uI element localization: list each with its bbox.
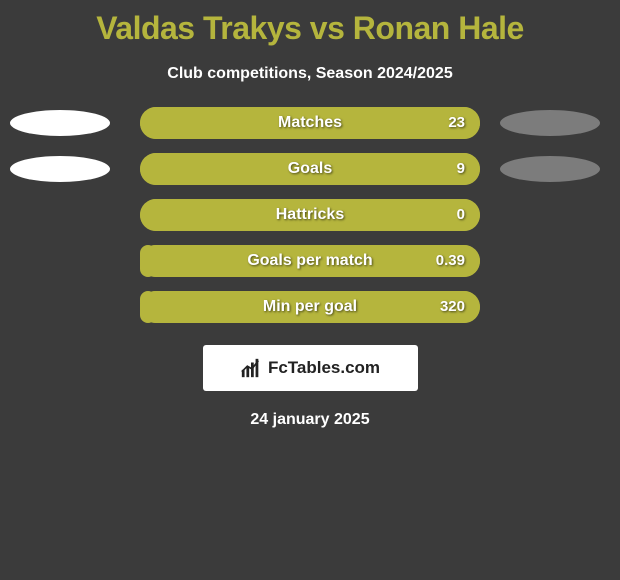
subtitle: Club competitions, Season 2024/2025	[0, 65, 620, 83]
stat-value-right: 23	[448, 107, 465, 139]
logo-text: FcTables.com	[268, 358, 380, 378]
stat-row: Min per goal320	[0, 291, 620, 323]
stat-label: Hattricks	[0, 199, 620, 231]
stat-row: Goals9	[0, 153, 620, 185]
player-left-oval	[10, 156, 110, 182]
stat-value-right: 320	[440, 291, 465, 323]
stat-rows: Matches23 Goals9 Hattricks0 Goals per match…	[0, 107, 620, 323]
stat-row: Goals per match0.39	[0, 245, 620, 277]
stat-label: Min per goal	[0, 291, 620, 323]
player-left-oval	[10, 110, 110, 136]
date-line: 24 january 2025	[0, 411, 620, 429]
page-title: Valdas Trakys vs Ronan Hale	[0, 0, 620, 47]
stat-row: Matches23	[0, 107, 620, 139]
player-right-oval	[500, 110, 600, 136]
player-right-oval	[500, 156, 600, 182]
stat-value-right: 9	[457, 153, 465, 185]
stat-row: Hattricks0	[0, 199, 620, 231]
stat-value-right: 0	[457, 199, 465, 231]
stat-label: Goals per match	[0, 245, 620, 277]
logo-box[interactable]: FcTables.com	[203, 345, 418, 391]
stat-value-right: 0.39	[436, 245, 465, 277]
chart-icon	[240, 357, 262, 379]
